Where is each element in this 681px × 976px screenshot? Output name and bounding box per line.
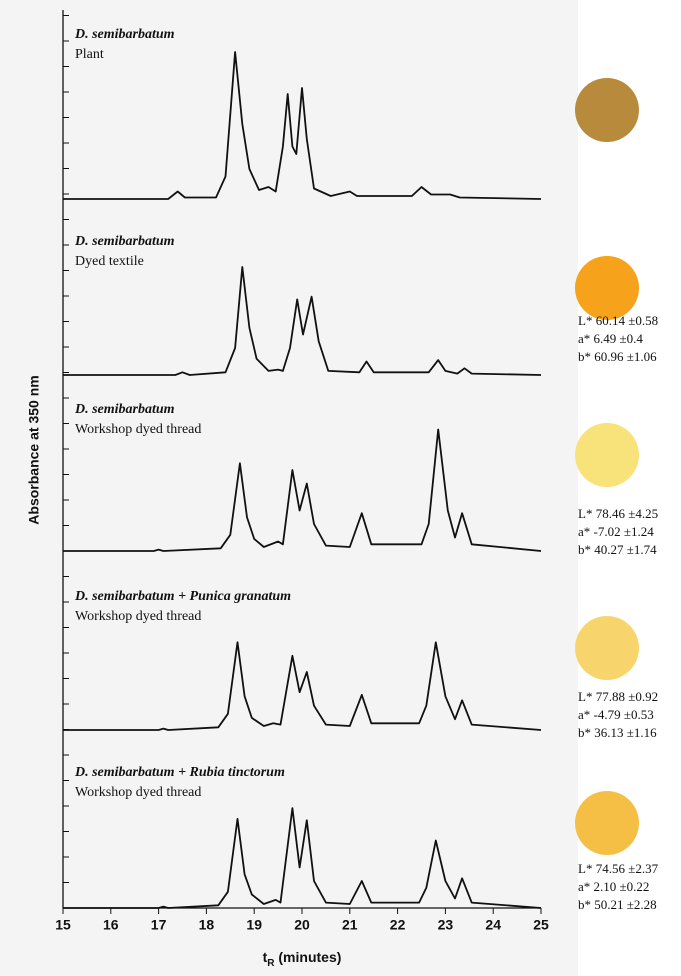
chromatogram-trace [63,51,542,200]
color-value: L* 78.46 ±4.25 [578,506,658,521]
x-tick-label: 24 [485,917,501,933]
color-value: L* 77.88 ±0.92 [578,689,658,704]
color-value: a* 2.10 ±0.22 [578,879,649,894]
panel-title: D. semibarbatum + Rubia tinctorum [74,765,285,780]
color-swatch [575,423,639,487]
x-tick-label: 16 [103,917,119,933]
x-axis-label-main: t [263,949,268,965]
x-tick-label: 25 [533,917,549,933]
plot-background [0,0,578,976]
panel-subtitle: Plant [75,47,104,62]
x-tick-label: 17 [151,917,167,933]
x-tick-label: 20 [294,917,310,933]
panel-title: D. semibarbatum [74,402,175,417]
color-value: a* -4.79 ±0.53 [578,707,654,722]
chromatogram-trace [63,266,542,376]
x-axis-label-unit: (minutes) [275,949,342,965]
panel-title: D. semibarbatum + Punica granatum [74,589,291,604]
x-tick-label: 18 [199,917,215,933]
x-tick-label: 21 [342,917,358,933]
x-axis-label: tR (minutes) [263,949,342,969]
chromatogram-trace [63,807,542,909]
color-value: b* 40.27 ±1.74 [578,542,657,557]
panel-title: D. semibarbatum [74,234,175,249]
color-value: L* 74.56 ±2.37 [578,861,659,876]
color-swatch [575,256,639,320]
panel-subtitle: Dyed textile [75,254,144,269]
color-value: b* 36.13 ±1.16 [578,725,657,740]
x-axis-label-sub: R [267,958,275,969]
panel-subtitle: Workshop dyed thread [75,785,201,800]
panel-subtitle: Workshop dyed thread [75,422,201,437]
color-value: a* 6.49 ±0.4 [578,331,643,346]
color-value: b* 60.96 ±1.06 [578,349,657,364]
chromatogram-trace [63,428,542,552]
x-tick-label: 23 [438,917,454,933]
y-axis-label: Absorbance at 350 nm [26,375,42,524]
panel-title: D. semibarbatum [74,27,175,42]
color-swatch [575,791,639,855]
x-tick-label: 22 [390,917,406,933]
x-tick-label: 15 [55,917,71,933]
x-tick-label: 19 [246,917,262,933]
panel-subtitle: Workshop dyed thread [75,609,201,624]
color-swatch [575,616,639,680]
color-value: a* -7.02 ±1.24 [578,524,654,539]
color-value: b* 50.21 ±2.28 [578,897,657,912]
color-swatch [575,78,639,142]
chromatogram-trace [63,641,542,731]
color-value: L* 60.14 ±0.58 [578,313,658,328]
